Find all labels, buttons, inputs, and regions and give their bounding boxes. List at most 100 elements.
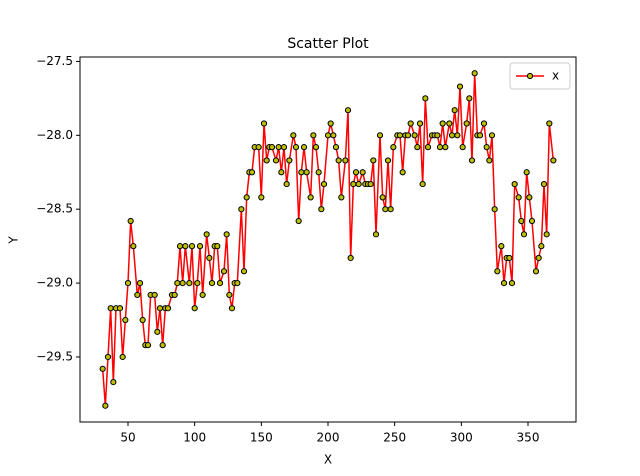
marker bbox=[179, 279, 186, 287]
marker bbox=[110, 379, 117, 386]
marker bbox=[515, 194, 522, 201]
marker bbox=[295, 217, 302, 225]
plot-frame bbox=[79, 56, 577, 423]
x-tick-label: 150 bbox=[250, 431, 273, 445]
x-tick-label: 100 bbox=[183, 431, 206, 445]
marker bbox=[327, 120, 334, 127]
marker bbox=[414, 144, 421, 151]
marker bbox=[396, 132, 404, 139]
marker bbox=[546, 120, 553, 127]
marker bbox=[104, 353, 112, 361]
marker bbox=[298, 169, 305, 176]
marker bbox=[268, 144, 276, 151]
marker bbox=[286, 157, 293, 164]
y-tick-label: −27.5 bbox=[36, 54, 73, 68]
marker bbox=[424, 144, 432, 151]
marker bbox=[310, 132, 317, 139]
marker bbox=[260, 120, 268, 127]
marker bbox=[523, 169, 530, 176]
marker bbox=[255, 144, 262, 151]
marker bbox=[159, 342, 166, 349]
marker bbox=[352, 169, 360, 176]
marker bbox=[407, 120, 414, 127]
y-tick-label: −29.0 bbox=[36, 276, 73, 290]
marker bbox=[188, 243, 196, 250]
marker bbox=[494, 268, 501, 275]
marker bbox=[359, 169, 366, 176]
marker bbox=[528, 217, 536, 225]
marker bbox=[275, 144, 282, 151]
y-axis-label: Y bbox=[7, 236, 21, 245]
marker bbox=[226, 291, 233, 299]
marker bbox=[194, 279, 201, 287]
marker bbox=[272, 157, 280, 164]
marker bbox=[370, 157, 377, 164]
marker bbox=[332, 144, 340, 151]
marker bbox=[102, 402, 109, 409]
marker bbox=[278, 169, 285, 176]
chart-title: Scatter Plot bbox=[287, 36, 369, 52]
marker bbox=[350, 180, 357, 188]
marker bbox=[280, 144, 288, 151]
marker bbox=[459, 144, 466, 151]
marker bbox=[454, 132, 461, 139]
marker bbox=[186, 279, 193, 287]
marker bbox=[411, 132, 418, 139]
marker bbox=[471, 70, 478, 77]
marker bbox=[367, 180, 374, 188]
marker bbox=[486, 157, 493, 164]
marker bbox=[535, 254, 542, 262]
x-tick-label: 50 bbox=[120, 431, 135, 445]
marker bbox=[511, 180, 518, 188]
marker bbox=[480, 120, 488, 127]
marker bbox=[372, 231, 380, 238]
marker bbox=[500, 279, 508, 287]
marker bbox=[463, 120, 470, 127]
marker bbox=[330, 132, 337, 139]
marker bbox=[240, 268, 248, 275]
marker bbox=[476, 132, 484, 139]
marker bbox=[532, 268, 540, 275]
marker bbox=[208, 279, 216, 287]
marker bbox=[130, 243, 137, 250]
y-tick-label: −29.5 bbox=[36, 349, 73, 363]
marker bbox=[538, 243, 545, 250]
marker bbox=[176, 243, 184, 250]
marker bbox=[442, 144, 449, 151]
marker bbox=[292, 144, 300, 151]
marker bbox=[540, 180, 548, 188]
marker bbox=[508, 279, 516, 287]
marker bbox=[258, 194, 265, 201]
marker bbox=[136, 279, 144, 287]
marker bbox=[347, 254, 354, 262]
marker bbox=[203, 231, 210, 238]
marker bbox=[303, 169, 310, 176]
marker bbox=[543, 231, 550, 238]
marker bbox=[448, 132, 456, 139]
marker bbox=[355, 180, 362, 188]
marker bbox=[154, 328, 161, 335]
marker bbox=[171, 291, 178, 299]
marker bbox=[307, 194, 314, 201]
marker bbox=[124, 279, 132, 287]
marker bbox=[520, 231, 528, 238]
marker bbox=[182, 243, 189, 250]
x-tick-label: 350 bbox=[517, 431, 540, 445]
marker bbox=[220, 268, 228, 275]
x-axis-label: X bbox=[324, 453, 332, 467]
marker bbox=[344, 107, 352, 114]
marker bbox=[382, 206, 389, 213]
marker bbox=[456, 83, 464, 90]
marker bbox=[134, 291, 141, 299]
marker bbox=[436, 144, 444, 151]
marker bbox=[451, 107, 458, 114]
marker bbox=[238, 206, 245, 213]
marker bbox=[216, 279, 224, 287]
marker bbox=[387, 206, 394, 213]
legend-marker bbox=[526, 72, 534, 80]
marker bbox=[122, 316, 129, 324]
marker bbox=[419, 180, 426, 188]
marker bbox=[324, 132, 332, 139]
marker bbox=[491, 206, 498, 213]
